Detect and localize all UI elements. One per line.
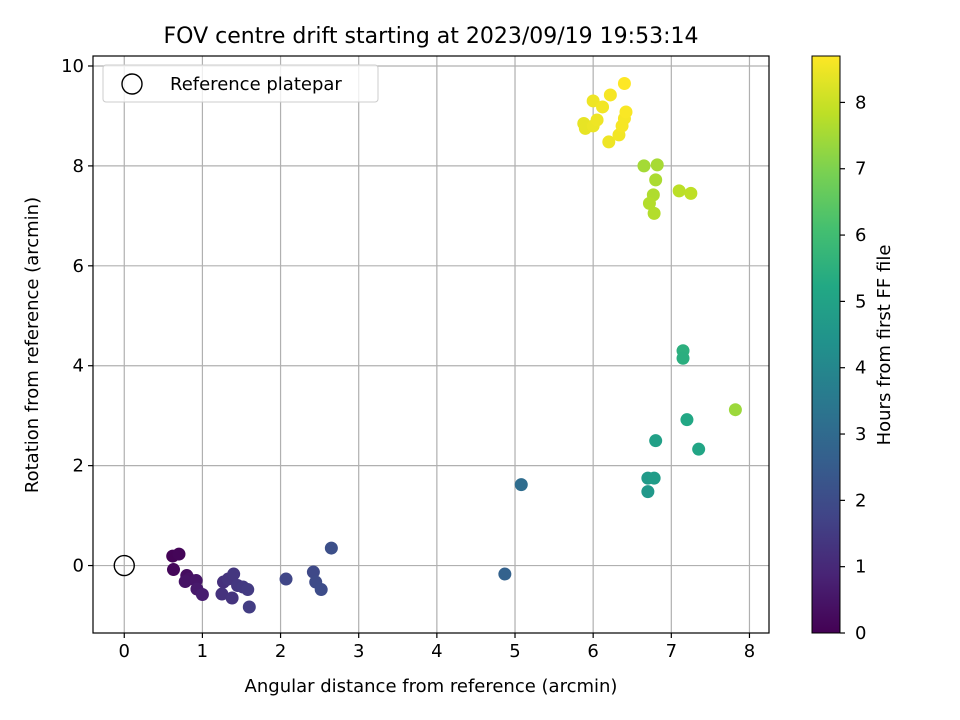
x-tick-label: 3	[353, 641, 364, 662]
data-point	[637, 159, 651, 173]
x-tick-label: 7	[666, 641, 677, 662]
data-point	[306, 565, 320, 579]
colorbar-tick-label: 7	[855, 159, 866, 180]
data-point	[172, 547, 186, 561]
chart-title: FOV centre drift starting at 2023/09/19 …	[164, 24, 699, 49]
x-tick-label: 1	[197, 641, 208, 662]
data-point	[647, 471, 661, 485]
legend-label: Reference platepar	[170, 74, 342, 95]
data-point	[603, 88, 617, 102]
colorbar-ticks: 0 1 2 3 4 5 6 7 8	[840, 92, 866, 644]
data-point	[680, 413, 694, 427]
y-tick-label: 6	[73, 256, 84, 277]
reference-marker	[113, 554, 135, 577]
x-tick-label: 5	[509, 641, 520, 662]
data-point	[647, 206, 661, 220]
colorbar-tick-label: 1	[855, 557, 866, 578]
plot-frame	[92, 55, 770, 634]
data-point	[649, 173, 663, 187]
y-tick-label: 2	[73, 456, 84, 477]
y-tick-label: 8	[73, 156, 84, 177]
data-point	[649, 434, 663, 448]
data-point	[676, 351, 690, 365]
data-point	[279, 572, 293, 586]
colorbar-tick-label: 0	[855, 623, 866, 644]
data-point	[728, 403, 742, 417]
x-tick-label: 4	[431, 641, 442, 662]
grid	[93, 56, 769, 633]
colorbar	[811, 55, 841, 634]
x-tick-label: 8	[744, 641, 755, 662]
data-point	[692, 442, 706, 456]
data-point	[195, 588, 209, 602]
data-point	[586, 94, 600, 108]
reference-marker-layer	[113, 554, 135, 577]
data-point	[672, 184, 686, 198]
data-point	[225, 591, 239, 605]
x-axis-ticks: 0 1 2 3 4 5 6 7 8	[119, 633, 755, 662]
data-point	[602, 135, 616, 149]
y-axis-ticks: 0 2 4 6 8 10	[61, 56, 93, 577]
data-point	[166, 563, 180, 577]
x-tick-label: 6	[587, 641, 598, 662]
data-point	[617, 76, 631, 90]
x-tick-label: 0	[119, 641, 130, 662]
legend-marker	[121, 73, 143, 95]
colorbar-tick-label: 8	[855, 92, 866, 113]
y-axis-label: Rotation from reference (arcmin)	[22, 197, 43, 493]
data-points	[166, 76, 742, 614]
colorbar-tick-label: 5	[855, 291, 866, 312]
data-point	[314, 583, 328, 597]
data-point	[642, 196, 656, 210]
colorbar-tick-label: 6	[855, 225, 866, 246]
data-point	[227, 567, 241, 581]
legend-box	[102, 64, 379, 103]
colorbar-label: Hours from first FF file	[874, 245, 895, 446]
data-point	[324, 541, 338, 555]
y-tick-label: 0	[73, 556, 84, 577]
colorbar-tick-label: 2	[855, 490, 866, 511]
colorbar-tick-label: 4	[855, 358, 866, 379]
data-point	[514, 478, 528, 492]
x-tick-label: 2	[275, 641, 286, 662]
y-tick-label: 4	[73, 356, 84, 377]
data-point	[178, 575, 192, 589]
y-tick-label: 10	[61, 56, 84, 77]
data-point	[241, 583, 255, 597]
colorbar-tick-label: 3	[855, 424, 866, 445]
data-point	[498, 567, 512, 581]
data-point	[590, 113, 604, 127]
data-point	[641, 485, 655, 499]
data-point	[684, 186, 698, 200]
legend: Reference platepar	[102, 64, 379, 103]
data-point	[650, 158, 664, 172]
data-point	[215, 587, 229, 601]
data-point	[619, 105, 633, 119]
x-axis-label: Angular distance from reference (arcmin)	[245, 676, 618, 697]
data-point	[242, 600, 256, 614]
data-point	[596, 100, 610, 114]
